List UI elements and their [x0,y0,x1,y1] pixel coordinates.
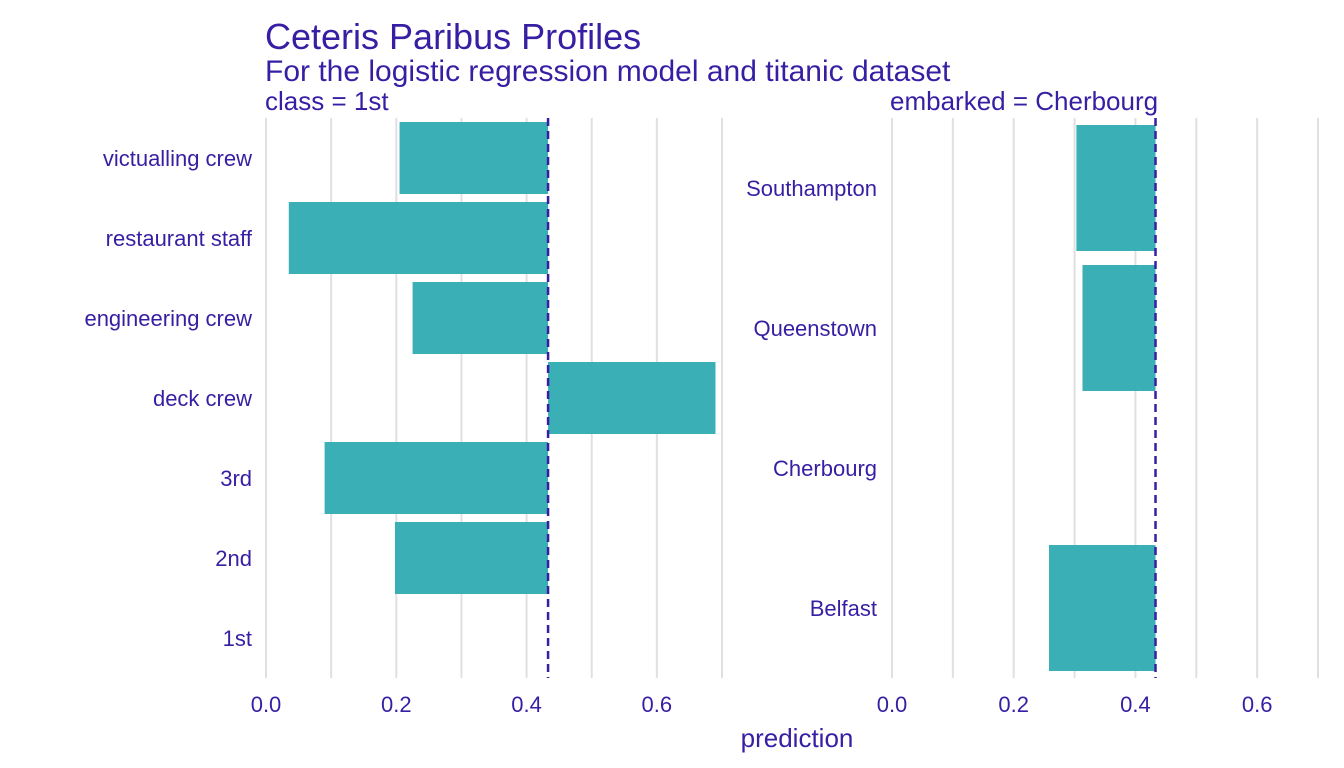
x-axis-label: prediction [741,723,854,753]
x-tick-label: 0.4 [511,692,542,717]
bar-class-deck-crew [548,362,716,434]
category-label: Cherbourg [773,456,877,481]
bar-class-3rd [324,442,549,514]
x-tick-label: 0.4 [1120,692,1151,717]
category-label: deck crew [153,386,252,411]
bar-class-engineering-crew [412,282,549,354]
category-label: 1st [223,626,252,651]
plot-area: victualling crew restaurant staff engineer… [84,118,1319,717]
category-label: Queenstown [753,316,877,341]
x-tick-label: 0.0 [877,692,908,717]
bar-class-2nd [394,522,549,594]
x-tick-label: 0.0 [251,692,282,717]
bar-embarked-belfast [1049,545,1156,671]
bar-class-victualling-crew [399,122,549,194]
panel-label-class: class = 1st [265,86,389,116]
x-tick-label: 0.2 [381,692,412,717]
chart-title: Ceteris Paribus Profiles [265,16,641,57]
bar-embarked-southampton [1076,125,1156,251]
x-tick-label: 0.2 [998,692,1029,717]
x-tick-label: 0.6 [1242,692,1273,717]
category-label: Southampton [746,176,877,201]
category-label: 2nd [215,546,252,571]
category-label: Belfast [810,596,877,621]
x-tick-label: 0.6 [642,692,673,717]
category-label: victualling crew [103,146,252,171]
chart-subtitle: For the logistic regression model and ti… [265,55,951,88]
category-label: engineering crew [84,306,252,331]
category-label: 3rd [220,466,252,491]
bar-class-restaurant-staff [288,202,549,274]
bar-embarked-queenstown [1082,265,1156,391]
category-label: restaurant staff [106,226,253,251]
panel-label-embarked: embarked = Cherbourg [890,86,1158,116]
